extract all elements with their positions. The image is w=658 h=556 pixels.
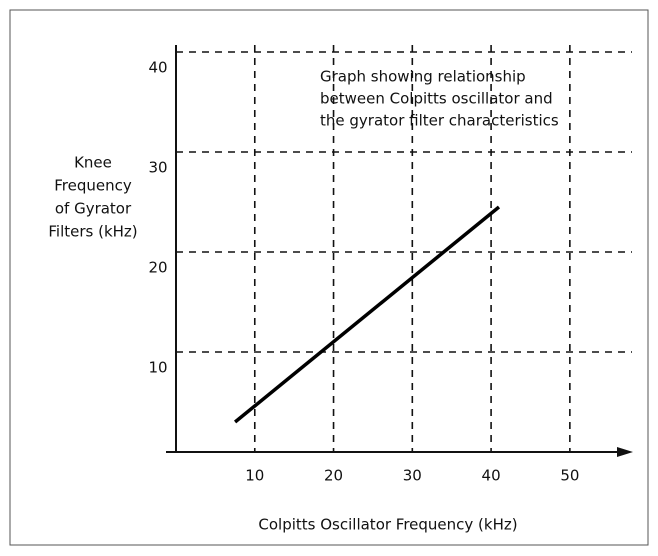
annotation: the gyrator filter characteristics [320, 112, 559, 130]
data-line [233, 205, 501, 424]
x-tick-label: 20 [324, 467, 343, 485]
x-tick-label: 40 [482, 467, 501, 485]
x-axis-arrow [617, 447, 633, 457]
y-tick-label: 20 [148, 259, 167, 277]
y-axis-label: Filters (kHz) [48, 223, 137, 241]
x-tick-label: 50 [560, 467, 579, 485]
annotation: Graph showing relationship [320, 68, 526, 86]
frame [9, 9, 649, 546]
y-tick-label: 30 [148, 159, 167, 177]
annotation: between Colpitts oscillator and [320, 90, 553, 108]
y-axis-label: of Gyrator [55, 200, 132, 218]
y-tick-label: 40 [148, 59, 167, 77]
x-tick-label: 30 [403, 467, 422, 485]
x-axis-label: Colpitts Oscillator Frequency (kHz) [258, 516, 517, 534]
y-tick-label: 10 [148, 359, 167, 377]
x-tick-label: 10 [245, 467, 264, 485]
y-axis-label: Frequency [54, 177, 132, 195]
y-axis-label: Knee [74, 154, 112, 172]
